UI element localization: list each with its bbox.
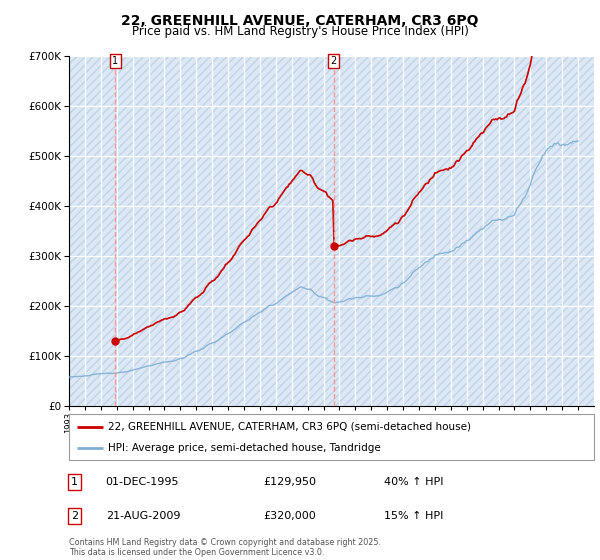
Text: 1: 1	[112, 56, 119, 66]
Text: Contains HM Land Registry data © Crown copyright and database right 2025.
This d: Contains HM Land Registry data © Crown c…	[69, 538, 381, 557]
Text: £320,000: £320,000	[263, 511, 316, 521]
Text: 01-DEC-1995: 01-DEC-1995	[106, 477, 179, 487]
Text: Price paid vs. HM Land Registry's House Price Index (HPI): Price paid vs. HM Land Registry's House …	[131, 25, 469, 38]
Text: 22, GREENHILL AVENUE, CATERHAM, CR3 6PQ: 22, GREENHILL AVENUE, CATERHAM, CR3 6PQ	[121, 14, 479, 28]
Text: 22, GREENHILL AVENUE, CATERHAM, CR3 6PQ (semi-detached house): 22, GREENHILL AVENUE, CATERHAM, CR3 6PQ …	[109, 422, 472, 432]
Text: 2: 2	[71, 511, 78, 521]
Text: 2: 2	[331, 56, 337, 66]
Text: 1: 1	[71, 477, 78, 487]
FancyBboxPatch shape	[69, 414, 594, 460]
Text: 40% ↑ HPI: 40% ↑ HPI	[384, 477, 443, 487]
Text: 21-AUG-2009: 21-AUG-2009	[106, 511, 180, 521]
Text: HPI: Average price, semi-detached house, Tandridge: HPI: Average price, semi-detached house,…	[109, 443, 381, 453]
Text: 15% ↑ HPI: 15% ↑ HPI	[384, 511, 443, 521]
Text: £129,950: £129,950	[263, 477, 316, 487]
